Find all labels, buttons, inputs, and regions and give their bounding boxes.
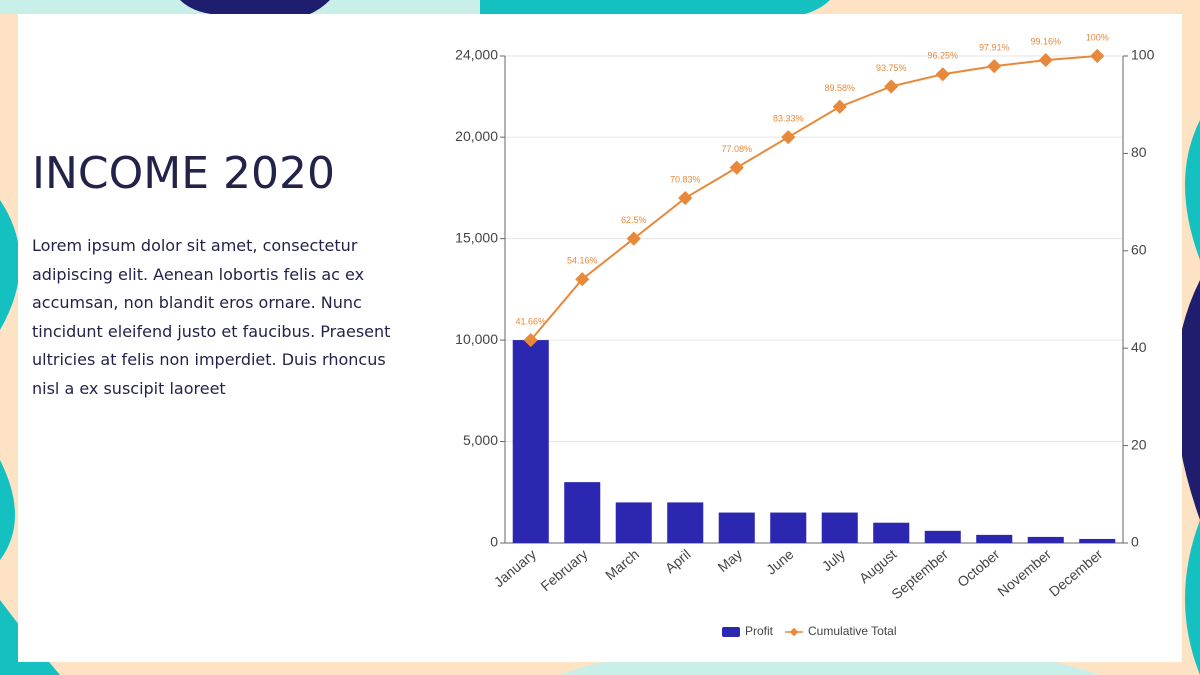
bar [667,502,704,543]
legend-label: Profit [745,624,774,638]
marker [626,231,641,246]
y2-tick-label: 100 [1131,47,1155,63]
slide-card [18,14,1182,662]
x-tick-label: August [856,546,900,586]
bar [924,530,961,543]
data-label: 62.5% [621,215,647,225]
bar [718,512,755,543]
y-tick-label: 20,000 [455,128,498,144]
data-label: 97.91% [979,43,1010,53]
y-tick-label: 5,000 [463,432,498,448]
bar [512,340,549,543]
marker [1090,48,1105,64]
legend-swatch [789,627,799,637]
data-label: 93.75% [876,63,907,73]
x-tick-label: July [819,546,848,574]
y-tick-label: 24,000 [455,47,498,63]
data-label: 89.58% [824,83,855,93]
line [529,55,1098,341]
marker [781,130,796,145]
y2-tick-label: 0 [1131,534,1139,550]
marker [523,333,538,348]
x-tick-label: June [763,546,797,578]
data-label: 99.16% [1030,36,1061,46]
legend-swatch [722,627,740,637]
data-label: 70.83% [670,174,701,184]
x-tick-label: September [888,546,951,602]
slide-title: INCOME 2020 [32,148,335,199]
data-label: 96.25% [927,51,958,61]
x-tick-label: November [994,546,1054,600]
bar [770,512,807,543]
slide-body: Lorem ipsum dolor sit amet, consectetur … [32,236,391,398]
marker [935,67,950,82]
y2-tick-label: 80 [1131,144,1147,160]
marker [987,59,1002,74]
y-tick-label: 0 [490,534,498,550]
legend-label: Cumulative Total [808,624,897,638]
y-tick-label: 10,000 [455,331,498,347]
data-label: 54.16% [567,256,598,266]
y2-tick-label: 20 [1131,436,1147,452]
x-tick-label: March [602,546,642,583]
marker [832,99,847,114]
y2-tick-label: 40 [1131,339,1147,355]
bar [821,512,858,543]
data-label: 41.66% [515,316,546,326]
x-tick-label: May [715,546,746,575]
marker [575,272,590,287]
bar [615,502,652,543]
bar [1079,538,1116,543]
marker [729,160,744,175]
x-tick-label: January [491,546,539,590]
marker [884,79,899,94]
marker [1038,53,1053,68]
bar [564,482,601,543]
bar [1027,536,1064,543]
x-tick-label: February [537,546,590,594]
y2-tick-label: 60 [1131,242,1147,258]
marker [678,190,693,206]
x-tick-label: December [1046,546,1106,600]
data-label: 83.33% [773,114,804,124]
bar [873,522,910,543]
bar [976,534,1013,543]
y-tick-label: 15,000 [455,229,498,245]
x-tick-label: October [954,546,1003,590]
data-label: 77.08% [721,144,752,154]
data-label: 100% [1086,32,1109,42]
x-tick-label: April [662,546,694,576]
